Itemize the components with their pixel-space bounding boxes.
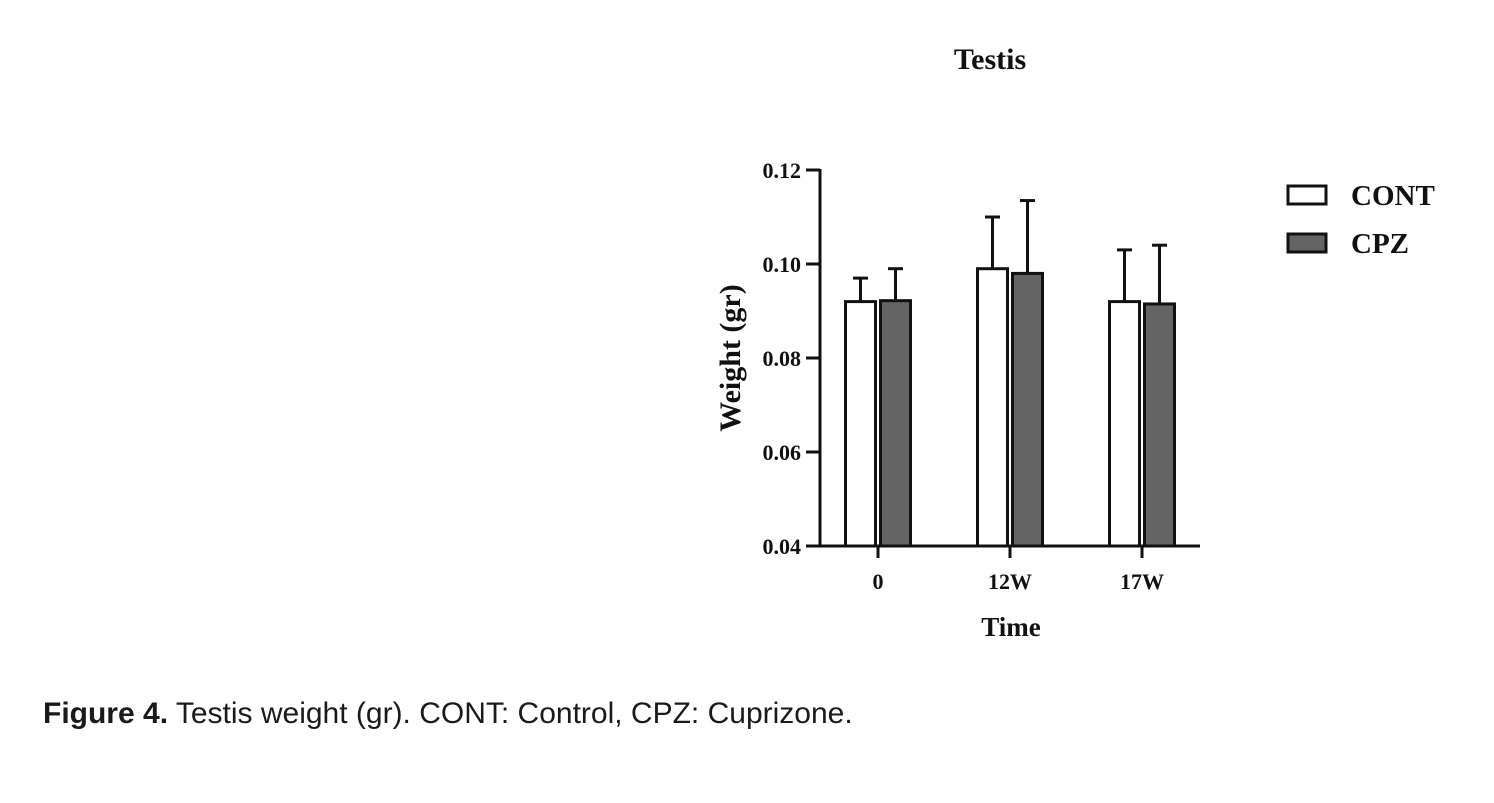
- bar-cont: [976, 267, 1009, 548]
- y-tick-label: 0.10: [763, 252, 802, 277]
- plot-area: 0.04 0.06 0.08 0.10 0.12 0 12W 17W: [763, 158, 1200, 594]
- x-tick-label: 0: [873, 569, 884, 594]
- chart-title: Testis: [954, 43, 1026, 76]
- y-tick-label: 0.06: [763, 440, 802, 465]
- legend: CONT CPZ: [1286, 180, 1435, 260]
- bar-cpz: [1011, 271, 1044, 548]
- bar-cont: [1108, 300, 1141, 548]
- y-tick-label: 0.04: [763, 534, 802, 559]
- y-axis-title: Weight (gr): [714, 284, 747, 431]
- figure-label: Figure 4.: [43, 697, 169, 730]
- legend-swatch-cont: [1286, 184, 1328, 206]
- testis-bar-chart: Testis Weight (gr) Time 0.04 0.06 0.08 0.10…: [714, 43, 1435, 642]
- y-tick-label: 0.08: [763, 346, 802, 371]
- bar-cpz: [1143, 302, 1176, 548]
- bar-cpz: [879, 299, 912, 548]
- legend-label-cpz: CPZ: [1351, 228, 1409, 260]
- x-axis-title: Time: [981, 612, 1041, 642]
- legend-label-cont: CONT: [1351, 180, 1435, 212]
- x-tick-label: 12W: [988, 569, 1032, 594]
- legend-swatch-cpz: [1286, 232, 1328, 254]
- y-tick-label: 0.12: [763, 158, 802, 183]
- bar-cont: [844, 300, 877, 548]
- figure-caption: Figure 4. Testis weight (gr). CONT: Cont…: [43, 697, 1443, 731]
- x-tick-label: 17W: [1120, 569, 1164, 594]
- caption-text: Testis weight (gr). CONT: Control, CPZ: …: [168, 697, 853, 730]
